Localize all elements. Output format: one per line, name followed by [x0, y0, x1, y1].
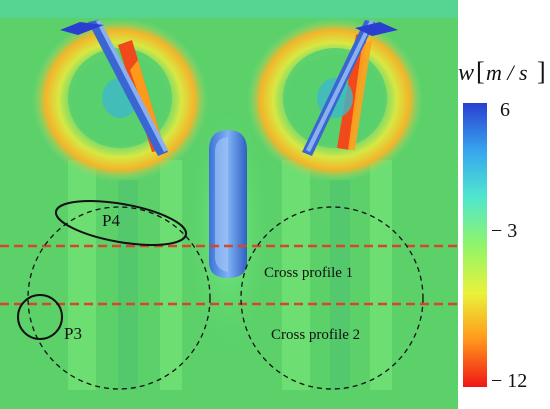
colorbar-title-unit: m / s — [486, 60, 528, 85]
p4-label: P4 — [102, 211, 120, 230]
colorbar-gradient — [463, 103, 487, 387]
right-dashed-region — [240, 206, 424, 390]
colorbar-title-var: w — [458, 60, 474, 86]
wake-streaks — [68, 160, 392, 390]
cross-profile-1-label: Cross profile 1 — [264, 265, 353, 281]
left-dashed-region — [27, 206, 211, 390]
colorbar-tick-mid: − 3 — [491, 220, 517, 242]
p3-region — [17, 294, 63, 340]
colorbar-tick-top: 6 — [500, 99, 510, 121]
colorbar: w [ m / s ] 6 − 3 − 12 — [458, 57, 546, 392]
colorbar-title-bracket-open: [ — [476, 57, 485, 86]
top-inflow-band — [0, 0, 458, 18]
colorbar-tick-bottom: − 12 — [491, 370, 527, 392]
p3-label: P3 — [64, 324, 82, 343]
cross-profile-2-label: Cross profile 2 — [271, 327, 360, 343]
p4-region — [54, 200, 188, 246]
turbine-hub — [209, 130, 247, 278]
left-rotor-blade — [60, 20, 168, 156]
right-rotor-blade — [302, 20, 398, 156]
left-rotor-wake — [32, 18, 208, 182]
colorbar-title-bracket-close: ] — [537, 57, 546, 86]
